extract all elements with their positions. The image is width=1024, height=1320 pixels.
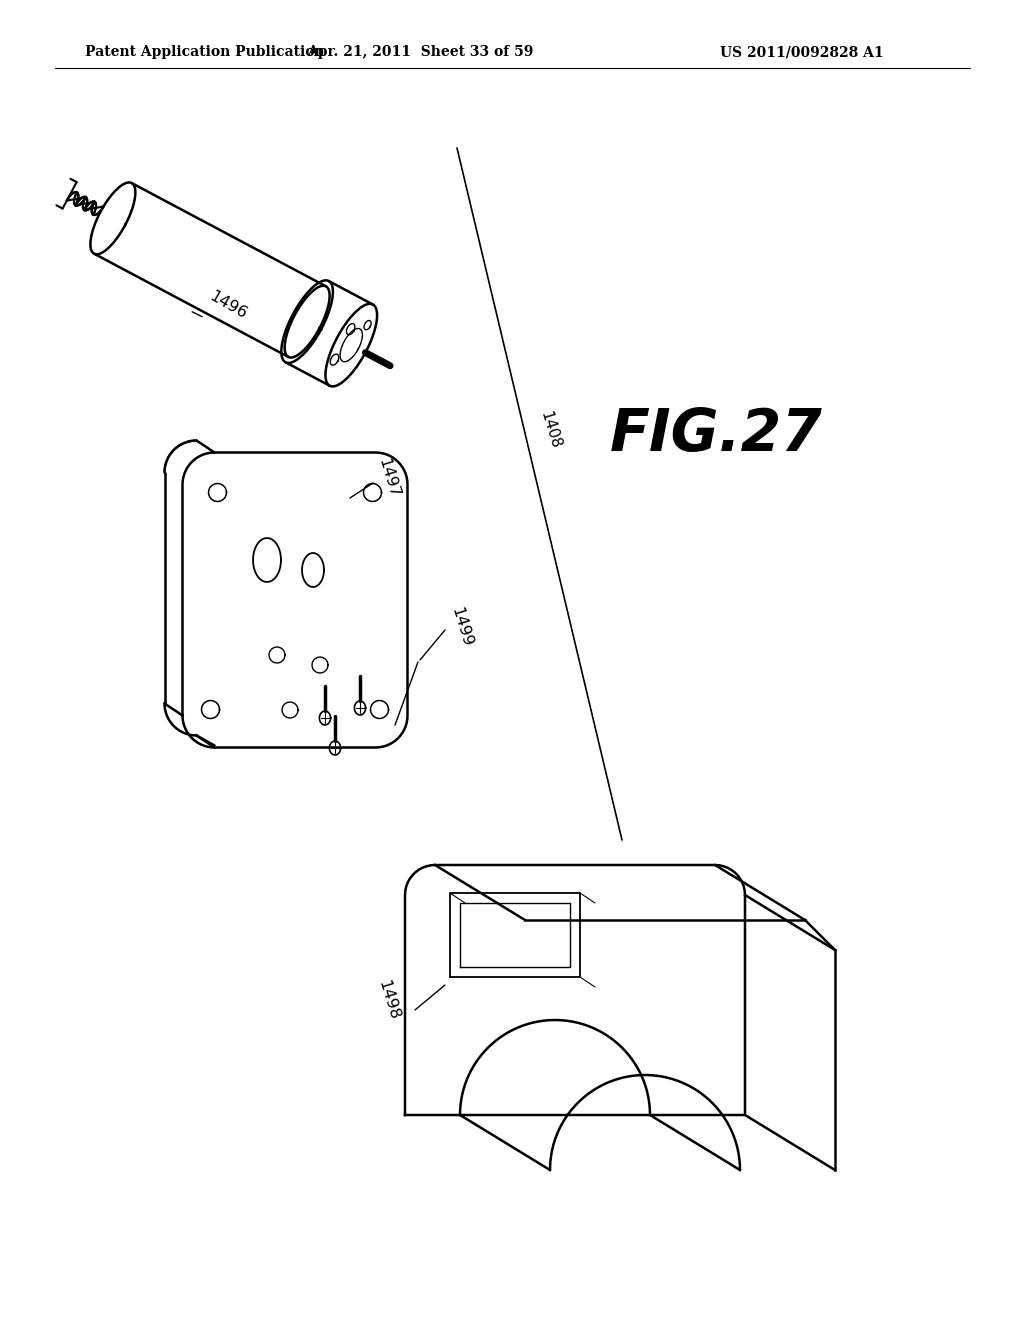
Text: 1497: 1497 xyxy=(375,457,401,499)
Text: 1499: 1499 xyxy=(449,606,474,648)
Text: US 2011/0092828 A1: US 2011/0092828 A1 xyxy=(720,45,884,59)
Text: 1496: 1496 xyxy=(207,289,250,322)
Text: 1498: 1498 xyxy=(375,978,401,1022)
Text: Apr. 21, 2011  Sheet 33 of 59: Apr. 21, 2011 Sheet 33 of 59 xyxy=(307,45,534,59)
Text: 1408: 1408 xyxy=(537,409,562,450)
Text: Patent Application Publication: Patent Application Publication xyxy=(85,45,325,59)
Text: FIG.27: FIG.27 xyxy=(610,407,823,463)
